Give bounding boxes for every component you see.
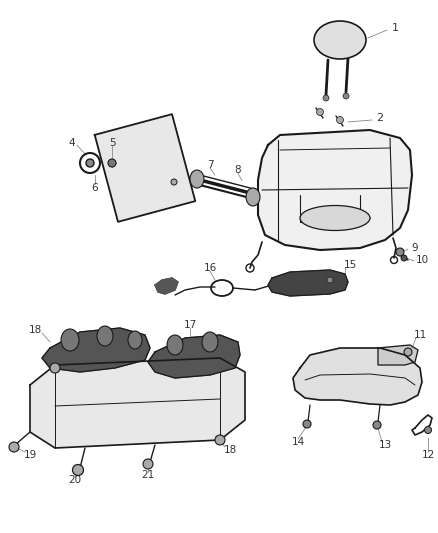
Text: 19: 19 (23, 450, 37, 460)
Polygon shape (268, 270, 348, 296)
Polygon shape (293, 348, 422, 405)
Ellipse shape (246, 188, 260, 206)
Text: 7: 7 (207, 160, 213, 170)
Polygon shape (155, 278, 178, 294)
Text: 4: 4 (69, 138, 75, 148)
Ellipse shape (128, 331, 142, 349)
Text: 14: 14 (291, 437, 304, 447)
Ellipse shape (401, 255, 407, 261)
Ellipse shape (61, 329, 79, 351)
Text: 1: 1 (392, 23, 399, 33)
Text: 21: 21 (141, 470, 155, 480)
Ellipse shape (336, 117, 343, 124)
Text: 12: 12 (421, 450, 434, 460)
Text: 2: 2 (376, 113, 384, 123)
Ellipse shape (73, 464, 84, 475)
Ellipse shape (108, 159, 116, 167)
Text: 10: 10 (415, 255, 428, 265)
Text: 15: 15 (343, 260, 357, 270)
Text: 8: 8 (235, 165, 241, 175)
Ellipse shape (50, 363, 60, 373)
Polygon shape (258, 130, 412, 250)
Ellipse shape (202, 332, 218, 352)
Ellipse shape (404, 348, 412, 356)
Ellipse shape (317, 109, 324, 116)
Polygon shape (378, 345, 418, 365)
Ellipse shape (396, 248, 404, 256)
Ellipse shape (327, 277, 333, 283)
Ellipse shape (343, 93, 349, 99)
Ellipse shape (300, 206, 370, 230)
Ellipse shape (171, 179, 177, 185)
Ellipse shape (323, 95, 329, 101)
Text: 9: 9 (412, 243, 418, 253)
Text: 5: 5 (109, 138, 115, 148)
Text: 11: 11 (413, 330, 427, 340)
Ellipse shape (215, 435, 225, 445)
Text: 13: 13 (378, 440, 392, 450)
Ellipse shape (303, 420, 311, 428)
Text: 6: 6 (92, 183, 98, 193)
Ellipse shape (314, 21, 366, 59)
Text: 18: 18 (223, 445, 237, 455)
Ellipse shape (97, 326, 113, 346)
Polygon shape (42, 328, 150, 372)
Text: 17: 17 (184, 320, 197, 330)
Ellipse shape (424, 426, 431, 433)
Polygon shape (148, 335, 240, 378)
Text: 18: 18 (28, 325, 42, 335)
Ellipse shape (190, 170, 204, 188)
Ellipse shape (9, 442, 19, 452)
Text: 16: 16 (203, 263, 217, 273)
Ellipse shape (143, 459, 153, 469)
Polygon shape (30, 358, 245, 448)
Ellipse shape (86, 159, 94, 167)
Text: 20: 20 (68, 475, 81, 485)
Ellipse shape (167, 335, 183, 355)
Polygon shape (95, 114, 195, 222)
Ellipse shape (373, 421, 381, 429)
